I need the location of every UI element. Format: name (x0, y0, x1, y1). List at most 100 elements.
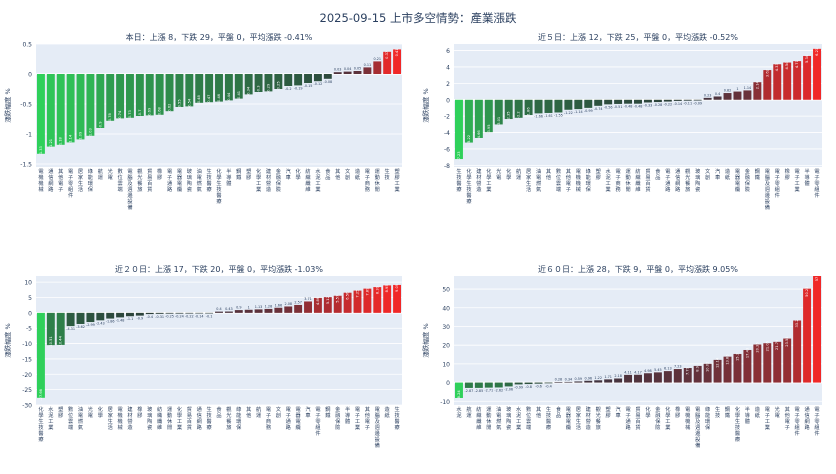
bar (274, 307, 283, 313)
bar-value-label: -0.6 (535, 385, 542, 389)
bar-value-label: 2.14 (755, 81, 759, 90)
bar (86, 312, 95, 323)
bar (713, 96, 722, 100)
bar-value-label: -0.34 (247, 86, 251, 96)
x-tick-label: 綠能環保 (586, 167, 592, 193)
bar-value-label: -2.43 (96, 321, 105, 325)
x-tick-label: 數位雲端 (117, 167, 122, 193)
bar (215, 74, 223, 102)
bar-value-label: 21.79 (775, 339, 779, 350)
bar (106, 312, 115, 319)
y-axis-label: 漲跌幅度 % (421, 88, 430, 122)
bar (753, 344, 762, 383)
x-tick-label: 橡膠 (675, 405, 681, 419)
bar (514, 99, 523, 118)
x-tick-label: 塑膠 (596, 167, 601, 181)
bar (464, 99, 473, 143)
bar (264, 74, 273, 92)
bar-value-label: -0.99 (514, 385, 523, 389)
bar (653, 99, 662, 103)
x-tick-label: 電子零組件 (814, 406, 820, 437)
bar (663, 371, 672, 383)
bar-value-label: 0.04 (344, 67, 352, 71)
bar-value-label: 6.13 (664, 367, 672, 371)
x-tick-label: 食品 (216, 405, 222, 419)
bar-value-label: -8.24 (457, 390, 461, 400)
bar-value-label: 0.96 (584, 376, 592, 380)
x-tick-label: 金融保險 (655, 405, 661, 431)
bar (333, 295, 342, 313)
bar-value-label: 3.71 (304, 297, 312, 301)
bar-value-label: -2.71 (484, 389, 493, 393)
bar-value-label: -0.9 (137, 317, 144, 321)
x-tick-label: 其他電子 (785, 406, 790, 431)
bar-value-label: -0.54 (187, 98, 191, 108)
bar (723, 93, 732, 100)
bar (284, 306, 293, 313)
x-tick-label: 生技 (715, 405, 720, 419)
bar (254, 309, 263, 313)
y-tick-label: -2 (444, 114, 450, 121)
bar-value-label: -2.62 (494, 388, 503, 392)
bar-value-label: 0.05 (354, 67, 362, 71)
bar-value-label: 15.3 (735, 353, 739, 361)
bar (294, 74, 303, 86)
x-tick-label: 電器電纜 (566, 406, 572, 431)
bar (763, 70, 772, 100)
x-tick-label: 電腦及週邊設備 (695, 406, 701, 449)
bar (813, 48, 822, 100)
bar-value-label: -1.22 (564, 111, 573, 115)
bar (803, 55, 812, 100)
bar (534, 99, 543, 114)
bar-value-label: 8.95 (385, 284, 389, 292)
x-tick-label: 化學 (506, 167, 511, 181)
bar (484, 382, 493, 388)
x-tick-label: 電機機械 (117, 406, 122, 431)
bar (135, 312, 144, 316)
bar (624, 99, 633, 104)
bar-value-label: -0.28 (654, 103, 663, 107)
bar-value-label: 0.41 (395, 48, 399, 56)
bar (474, 99, 483, 138)
bar-value-label: -0.14 (673, 102, 682, 106)
bar-value-label: 0.34 (565, 377, 573, 381)
bar-value-label: -0.11 (683, 102, 692, 106)
bar (524, 382, 533, 385)
bar-value-label: 0.28 (555, 378, 563, 382)
y-tick-label: -5 (26, 326, 32, 333)
bar (773, 341, 782, 383)
bar-value-label: -0.12 (314, 82, 323, 86)
bar-value-label: -1.66 (534, 114, 543, 118)
y-axis-label: 漲跌幅度 % (3, 88, 12, 122)
x-tick-label: 其他電子 (365, 406, 370, 431)
x-tick-label: 造紙 (755, 405, 761, 419)
bar-value-label: 1 (736, 87, 738, 91)
chart-panel-today: 本日：上漲 8，下跌 29，平盤 0，平均漲跌 -0.41% 0.5 0 -0.5 -1… (0, 30, 418, 262)
bar-value-label: 0.4 (715, 92, 720, 96)
bar (304, 301, 312, 313)
x-tick-label: 電子工業 (795, 168, 800, 193)
x-tick-label: 電腦及週邊設備 (765, 168, 771, 211)
bar-value-label: 8.39 (375, 285, 379, 294)
bar (683, 368, 692, 383)
bar (36, 312, 45, 398)
bar-value-label: 0.82 (724, 89, 732, 93)
bar (66, 74, 75, 143)
bar (564, 381, 573, 383)
x-tick-label: 水泥工業 (48, 405, 54, 431)
bar (353, 290, 362, 313)
x-tick-label: 橡膠 (137, 405, 143, 419)
x-tick-label: 光電 (775, 405, 780, 419)
bar-value-label: -1.33 (39, 146, 43, 155)
y-tick-label: -1.5 (20, 162, 32, 169)
bar-value-label: -1.09 (79, 131, 83, 141)
bar (363, 288, 372, 313)
y-tick-label: 10 (442, 361, 450, 368)
y-tick-label: 6 (446, 48, 450, 55)
bar (343, 292, 352, 313)
bar (343, 71, 352, 74)
y-tick-label: -6 (444, 146, 450, 153)
x-tick-label: 塑膠 (246, 167, 251, 181)
bar (634, 99, 642, 104)
bar-value-label: -0.4 (146, 315, 153, 319)
